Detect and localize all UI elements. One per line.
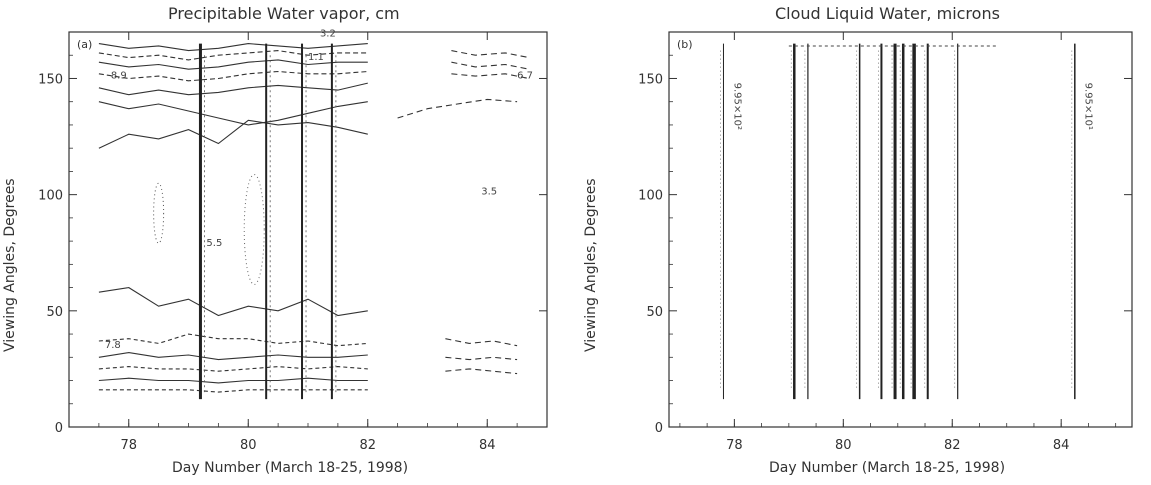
- contour-line: [445, 338, 518, 347]
- chart-a-plot: 78 80 82 84 0 50 100 150 (a) 8.9 6.7 3.5 5.5 7.8 3.2 1.…: [38, 29, 548, 453]
- contour-label: 8.9: [111, 70, 127, 81]
- x-tick-label: 78: [120, 438, 137, 453]
- contour-line: [445, 368, 518, 375]
- chart-panel-b: 78 80 82 84 0 50 100 150 (b) 9.95×10² 9.95×10¹ Clo…: [575, 0, 1151, 485]
- chart-panel-a: 78 80 82 84 0 50 100 150 (a) 8.9 6.7 3.5 5.5 7.8 3.2 1.…: [0, 0, 575, 485]
- contour-dotted-region: [243, 174, 265, 285]
- contour-label: 9.95×10¹: [1083, 83, 1094, 130]
- contour-line: [98, 366, 368, 372]
- contour-line: [397, 98, 518, 119]
- y-tick-label: 150: [638, 72, 663, 87]
- contour-label: 5.5: [206, 238, 222, 249]
- contour-dotted-region: [153, 182, 165, 244]
- plot-frame: [68, 31, 548, 428]
- contour-label: 6.7: [517, 70, 533, 81]
- contour-label: 9.95×10²: [731, 83, 742, 130]
- chart-title: Cloud Liquid Water, microns: [775, 4, 1000, 23]
- contour-label: 7.8: [105, 340, 121, 351]
- contour-line: [98, 352, 368, 361]
- contour-line: [451, 61, 530, 70]
- contour-line: [98, 43, 368, 52]
- y-tick-label: 0: [55, 421, 63, 436]
- x-tick-label: 80: [835, 438, 852, 453]
- chart-b-plot: 78 80 82 84 0 50 100 150 (b) 9.95×10² 9.95×10¹: [638, 31, 1133, 453]
- x-tick-label: 78: [726, 438, 743, 453]
- y-axis-label: Viewing Angles, Degrees: [2, 178, 18, 352]
- x-tick-label: 84: [1053, 438, 1070, 453]
- x-axis-label: Day Number (March 18-25, 1998): [172, 460, 409, 476]
- y-tick-label: 0: [655, 421, 663, 436]
- x-tick-label: 82: [359, 438, 376, 453]
- contour-line: [98, 377, 368, 384]
- y-tick-label: 50: [46, 305, 63, 320]
- panel-label: (b): [677, 38, 693, 51]
- x-tick-label: 80: [240, 438, 257, 453]
- y-tick-label: 100: [38, 189, 63, 204]
- panel-label: (a): [77, 38, 92, 51]
- contour-label: 3.5: [481, 187, 497, 198]
- y-tick-label: 150: [38, 72, 63, 87]
- contour-line: [451, 73, 530, 80]
- contour-line: [98, 50, 368, 61]
- y-tick-label: 100: [638, 189, 663, 204]
- contour-line: [98, 333, 368, 347]
- y-axis-label: Viewing Angles, Degrees: [583, 178, 599, 352]
- x-tick-label: 84: [479, 438, 496, 453]
- contour-line: [451, 50, 530, 59]
- contour-line: [98, 101, 368, 126]
- contour-line: [98, 287, 368, 317]
- contour-line: [98, 70, 368, 82]
- x-axis-label: Day Number (March 18-25, 1998): [769, 460, 1006, 476]
- contour-line: [98, 389, 368, 393]
- contour-line: [445, 356, 518, 361]
- y-tick-label: 50: [646, 305, 663, 320]
- contour-line: [98, 82, 368, 96]
- contour-line: [98, 59, 368, 70]
- contour-label: 3.2: [320, 29, 336, 40]
- contour-line: [98, 119, 368, 149]
- x-tick-label: 82: [944, 438, 961, 453]
- plot-frame: [668, 31, 1133, 428]
- contour-label: 1.1: [308, 52, 324, 63]
- chart-title: Precipitable Water vapor, cm: [168, 4, 400, 23]
